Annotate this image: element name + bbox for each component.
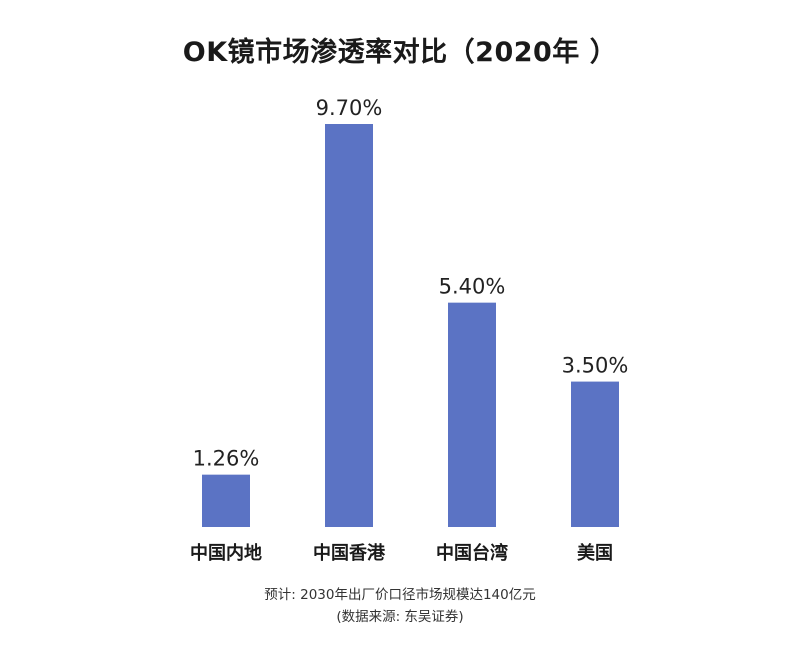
category-label-4: 美国: [577, 542, 613, 564]
value-label-3: 5.40%: [439, 275, 506, 299]
bar-1: [202, 474, 250, 527]
category-label-1: 中国内地: [190, 542, 262, 564]
bars-layer: [202, 124, 619, 527]
value-label-2: 9.70%: [316, 96, 383, 120]
category-labels-layer: 中国内地 中国香港 中国台湾 美国: [190, 542, 613, 564]
source-note: (数据来源: 东吴证券): [336, 609, 464, 625]
chart-title: OK镜市场渗透率对比（2020年 ）: [182, 37, 618, 68]
value-label-4: 3.50%: [562, 354, 629, 378]
value-labels-layer: 1.26% 9.70% 5.40% 3.50%: [193, 96, 629, 471]
category-label-3: 中国台湾: [436, 542, 508, 564]
bar-2: [325, 124, 373, 527]
value-label-1: 1.26%: [193, 447, 260, 471]
forecast-note: 预计: 2030年出厂价口径市场规模达140亿元: [264, 587, 536, 603]
bar-4: [571, 381, 619, 527]
bar-3: [448, 302, 496, 527]
category-label-2: 中国香港: [313, 542, 386, 564]
